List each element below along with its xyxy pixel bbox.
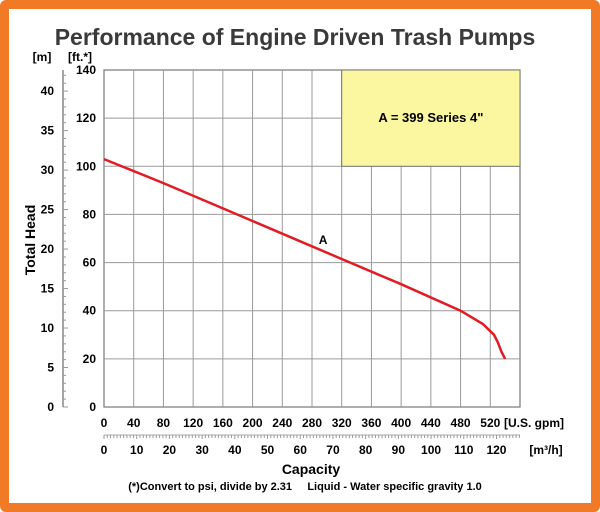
y-left-unit: [m]: [33, 50, 52, 64]
y-right-unit: [ft.*]: [68, 50, 92, 64]
gpm-tick-label: 240: [272, 416, 292, 430]
ft-tick-label: 80: [83, 207, 97, 221]
ft-tick-label: 100: [76, 159, 96, 173]
x-secondary-unit: [m³/h]: [529, 443, 562, 457]
m3h-tick-label: 70: [326, 443, 340, 457]
m-tick-label: 10: [41, 321, 55, 335]
m3h-tick-label: 0: [101, 443, 108, 457]
gpm-tick-label: 480: [451, 416, 471, 430]
m-tick-label: 30: [41, 163, 55, 177]
footnote: (*)Convert to psi, divide by 2.31 Liquid…: [128, 481, 482, 493]
m-tick-label: 20: [41, 242, 55, 256]
m3h-tick-label: 100: [421, 443, 441, 457]
x-primary-unit: [U.S. gpm]: [504, 416, 564, 430]
m3h-tick-label: 30: [195, 443, 209, 457]
m-axis: 0 5 10 15 20 25 30 35 40: [41, 70, 68, 414]
m3h-tick-label: 120: [486, 443, 506, 457]
m-tick-label: 25: [41, 203, 55, 217]
m3h-tick-label: 80: [359, 443, 373, 457]
m3h-tick-label: 110: [454, 443, 474, 457]
m3h-tick-label: 60: [294, 443, 308, 457]
ft-tick-label: 140: [76, 63, 96, 77]
gpm-tick-label: 400: [391, 416, 411, 430]
legend-box: [341, 69, 521, 167]
x-axis-label: Capacity: [282, 461, 341, 477]
gpm-tick-label: 360: [361, 416, 381, 430]
m-tick-label: 0: [47, 400, 54, 414]
gpm-tick-label: 0: [101, 416, 108, 430]
series-a-line: [103, 157, 507, 360]
m-tick-label: 5: [47, 361, 54, 375]
series-a-label: A: [319, 233, 328, 247]
gpm-tick-label: 320: [332, 416, 352, 430]
gpm-tick-label: 280: [302, 416, 322, 430]
ft-tick-label: 40: [83, 304, 97, 318]
y-axis-label: Total Head: [22, 205, 38, 276]
m3h-tick-label: 40: [228, 443, 242, 457]
gpm-tick-label: 200: [243, 416, 263, 430]
gpm-tick-label: 520: [480, 416, 500, 430]
m-tick-label: 40: [41, 84, 55, 98]
ft-tick-label: 20: [83, 352, 97, 366]
gpm-tick-labels: 0 40 80 120 160 200 240 280 320 360 400 440 480 520: [101, 416, 501, 430]
gpm-tick-label: 40: [127, 416, 141, 430]
ft-tick-label: 120: [76, 111, 96, 125]
m-tick-label: 15: [41, 282, 55, 296]
m3h-tick-label: 90: [392, 443, 406, 457]
ft-tick-label: 60: [83, 256, 97, 270]
gpm-tick-label: 440: [421, 416, 441, 430]
m-tick-label: 35: [41, 124, 55, 138]
ft-tick-label: 0: [89, 400, 96, 414]
m3h-tick-label: 50: [261, 443, 275, 457]
m3h-tick-labels: 0 10 20 30 40 50 60 70 80 90 100 110 120: [101, 434, 520, 457]
m3h-tick-label: 10: [130, 443, 144, 457]
gpm-tick-label: 120: [183, 416, 203, 430]
legend-text: A = 399 Series 4": [378, 110, 483, 125]
gpm-tick-label: 160: [213, 416, 233, 430]
ft-tick-labels: 0 20 40 60 80 100 120 140: [76, 63, 96, 414]
chart-title: Performance of Engine Driven Trash Pumps: [55, 24, 536, 50]
gpm-tick-label: 80: [157, 416, 171, 430]
m3h-tick-label: 20: [163, 443, 177, 457]
